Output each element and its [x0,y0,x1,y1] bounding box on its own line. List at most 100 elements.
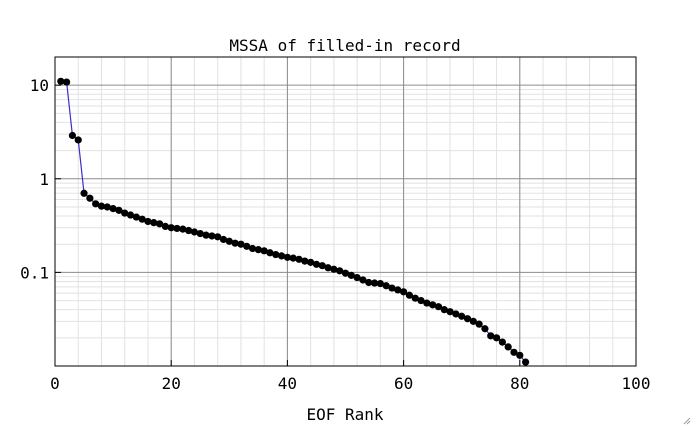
data-point [365,278,373,287]
data-point [231,239,239,247]
data-point [167,224,175,232]
data-point [150,219,158,227]
data-point [57,77,65,85]
data-point [405,291,414,299]
data-point [452,310,460,318]
data-point [522,358,530,366]
data-point [318,262,326,270]
data-point [295,255,303,263]
data-point [307,258,315,266]
x-tick-label: 20 [162,374,181,393]
data-point [179,225,187,233]
y-tick-label: 1 [39,170,49,189]
data-point [237,240,245,248]
data-point [92,200,100,208]
data-point [330,265,338,273]
data-point [434,303,443,311]
data-point [74,136,82,144]
data-point [341,269,350,277]
data-point [138,215,146,223]
data-point [324,264,332,272]
data-point [463,315,472,323]
data-point [243,242,251,250]
data-point [173,224,181,233]
data-point [400,288,408,296]
data-point [121,209,129,217]
y-tick-label: 0.1 [20,263,49,282]
x-tick-label: 0 [50,374,60,393]
data-point [289,254,297,262]
data-point [417,296,425,305]
data-point [516,351,524,359]
data-point [155,220,164,228]
data-point [132,213,140,221]
data-point [190,228,199,236]
data-point [225,237,233,245]
data-point [196,229,204,238]
data-point [126,211,135,219]
data-point [504,343,512,351]
data-point [260,247,268,255]
data-point [446,308,454,316]
x-tick-label: 40 [278,374,297,393]
y-tick-label: 10 [30,76,49,95]
data-point [498,338,506,346]
data-point [359,276,367,284]
data-point [144,217,152,226]
data-point [214,233,222,241]
data-point [376,279,384,288]
data-point [272,250,280,259]
data-point [301,257,309,265]
data-point [277,252,286,260]
data-point [312,260,321,268]
data-point [283,253,291,261]
data-point [429,301,437,309]
data-point [97,202,106,210]
data-point [475,320,483,328]
data-point [492,334,501,342]
data-point [86,194,94,202]
x-tick-label: 60 [394,374,413,393]
data-point [382,282,390,290]
plot-frame [54,56,637,367]
data-point [440,306,448,314]
tick-labels: 0 20 40 60 80 100 0.1 1 10 [20,76,650,393]
data-point [68,131,77,140]
data-point [248,244,257,253]
series-line [60,80,527,363]
data-point [63,78,71,86]
data-point [336,267,344,275]
data-point [370,279,379,287]
data-point [208,232,216,240]
grid-minor [54,56,637,366]
x-axis-label: EOF Rank [306,405,383,424]
data-point [254,246,262,254]
x-tick-label: 80 [510,374,529,393]
data-point [353,273,361,282]
resize-grip-icon[interactable] [683,417,691,425]
chart-title: MSSA of filled-in record [229,36,460,55]
data-point [510,348,518,356]
data-point [202,231,210,239]
data-point [388,284,396,292]
data-points [57,77,530,366]
data-point [115,206,123,214]
data-point [423,299,431,307]
data-point [394,286,402,294]
data-point [266,249,274,257]
data-point [103,203,111,211]
grid-major [54,57,637,366]
data-point [109,205,117,213]
data-point [347,271,355,279]
data-point [481,325,489,333]
data-point [219,235,228,244]
data-point [80,189,88,197]
data-point [411,294,419,302]
data-point [161,222,169,230]
data-point [458,312,466,320]
data-point [185,226,193,235]
data-point [469,317,477,325]
axis-ticks [54,84,637,366]
